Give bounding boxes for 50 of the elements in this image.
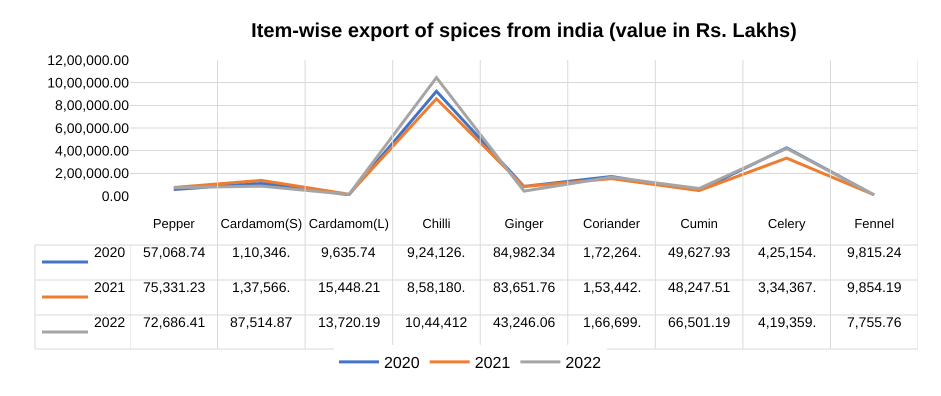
data-label: 3,34,367. [758, 279, 816, 295]
y-tick-label: 8,00,000.00 [55, 97, 130, 114]
x-tick-label: Coriander [583, 216, 641, 231]
legend-label: 2021 [474, 355, 510, 372]
data-label: 1,10,346. [232, 244, 290, 260]
data-label: 83,651.76 [493, 279, 556, 295]
data-label: 75,331.23 [143, 279, 206, 295]
data-label: 10,44,412 [405, 314, 468, 330]
x-tick-label: Pepper [152, 216, 196, 231]
y-tick-label: 2,00,000.00 [55, 165, 130, 182]
data-label: 84,982.34 [493, 244, 556, 260]
y-tick-label: 6,00,000.00 [55, 120, 130, 136]
data-label: 1,66,699. [583, 314, 642, 330]
data-label: 66,501.19 [668, 314, 730, 330]
y-tick-label: 12,00,000.00 [47, 52, 130, 68]
text: 2021 [94, 279, 126, 295]
data-label: 15,448.21 [318, 279, 380, 295]
x-tick-label: Cumin [680, 216, 718, 231]
data-label: 87,514.87 [230, 314, 292, 330]
data-label: 57,068.74 [143, 244, 206, 260]
chart-title: Item-wise export of spices from india (value in Rs. Lakhs) [251, 20, 797, 42]
x-tick-label: Chilli [422, 216, 451, 231]
text: 2022 [94, 314, 126, 330]
data-label: 48,247.51 [668, 279, 730, 295]
data-label: 9,854.19 [847, 279, 902, 295]
y-tick-label: 10,00,000.00 [47, 74, 130, 91]
data-label: 9,635.74 [321, 244, 376, 260]
data-label: 49,627.93 [668, 244, 730, 260]
x-tick-label: Cardamom(L) [308, 216, 389, 231]
x-tick-label: Cardamom(S) [220, 216, 302, 231]
data-label: 4,25,154. [758, 244, 816, 260]
data-label: 72,686.41 [143, 314, 206, 330]
data-label: 43,246.06 [493, 314, 556, 330]
data-label: 13,720.19 [318, 314, 380, 330]
legend-label: 2020 [384, 355, 420, 372]
data-label: 1,53,442. [583, 279, 642, 295]
data-label: 9,24,126. [407, 244, 466, 260]
data-label: 9,815.24 [847, 244, 902, 260]
data-label: 8,58,180. [407, 279, 466, 295]
y-tick-label: 0.00 [102, 188, 130, 204]
data-label: 1,72,264. [583, 244, 642, 260]
text: 2020 [94, 244, 126, 260]
x-tick-label: Ginger [504, 216, 544, 231]
y-tick-label: 4,00,000.00 [55, 142, 130, 159]
x-tick-label: Fennel [854, 216, 894, 231]
data-label: 4,19,359. [758, 314, 816, 330]
x-tick-label: Celery [768, 216, 806, 231]
data-label: 7,755.76 [847, 314, 902, 330]
data-label: 1,37,566. [232, 279, 290, 295]
legend-label: 2022 [565, 355, 602, 372]
